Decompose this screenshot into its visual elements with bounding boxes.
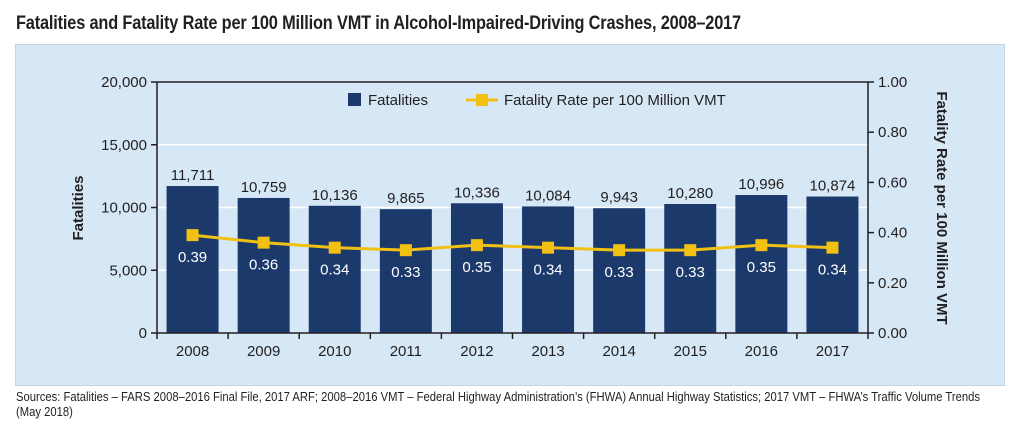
- rate-marker: [755, 239, 768, 252]
- legend-label-rate: Fatality Rate per 100 Million VMT: [504, 92, 726, 109]
- y-tick-label: 0: [139, 325, 147, 342]
- legend-marker-rate: [476, 94, 488, 106]
- bar-value-label: 9,865: [387, 190, 425, 207]
- bar-value-label: 10,136: [312, 187, 358, 204]
- bar-value-label: 10,996: [738, 176, 784, 193]
- rate-value-label: 0.34: [320, 262, 349, 279]
- bar: [450, 203, 503, 333]
- rate-marker: [470, 239, 483, 252]
- bar-value-label: 10,084: [525, 187, 571, 204]
- bar: [806, 196, 859, 333]
- rate-marker: [684, 244, 697, 257]
- rate-value-label: 0.33: [391, 264, 420, 281]
- rate-marker: [542, 241, 555, 254]
- y2-tick-label: 0.00: [878, 325, 907, 342]
- y2-tick-label: 1.00: [878, 74, 907, 91]
- rate-value-label: 0.39: [178, 249, 207, 266]
- rate-marker: [186, 229, 199, 242]
- rate-line-path: [192, 233, 833, 252]
- rate-line: [186, 229, 839, 257]
- x-tick-label: 2011: [390, 343, 422, 360]
- bar: [522, 206, 575, 333]
- legend: Fatalities Fatality Rate per 100 Million …: [348, 92, 726, 109]
- y2-axis-title: Fatality Rate per 100 Million VMT: [933, 91, 950, 324]
- y-tick-label: 10,000: [101, 200, 147, 217]
- rate-value-label: 0.35: [462, 259, 491, 276]
- bars: [166, 186, 859, 333]
- rate-marker: [613, 244, 626, 257]
- rate-value-label: 0.34: [533, 262, 562, 279]
- bar: [166, 186, 219, 333]
- legend-swatch-fatalities: [348, 93, 361, 106]
- chart-title: Fatalities and Fatality Rate per 100 Mil…: [16, 13, 741, 34]
- x-tick-label: 2012: [460, 343, 493, 360]
- x-tick-label: 2008: [176, 343, 209, 360]
- bar-value-label: 10,280: [667, 185, 713, 202]
- rate-marker: [328, 241, 341, 254]
- bar: [379, 209, 432, 333]
- x-tick-label: 2017: [816, 343, 849, 360]
- bar: [593, 208, 646, 333]
- rate-marker: [257, 236, 270, 249]
- x-tick-label: 2015: [674, 343, 707, 360]
- rate-marker: [399, 244, 412, 257]
- x-tick-label: 2016: [745, 343, 778, 360]
- y-tick-label: 20,000: [101, 74, 147, 91]
- data-labels: 11,711 10,759 10,136 9,865 10,336 10,084 9,943…: [171, 167, 856, 281]
- bar-value-label: 10,874: [810, 178, 856, 195]
- legend-label-fatalities: Fatalities: [368, 92, 428, 109]
- y2-tick-label: 0.40: [878, 225, 907, 242]
- rate-value-label: 0.34: [818, 262, 847, 279]
- y2-tick-label: 0.20: [878, 275, 907, 292]
- sources-note: Sources: Fatalities – FARS 2008–2016 Fin…: [16, 390, 980, 419]
- bar: [735, 195, 788, 333]
- rate-value-label: 0.33: [676, 264, 705, 281]
- rate-marker: [826, 241, 839, 254]
- y-axis-title: Fatalities: [70, 175, 87, 240]
- bar: [664, 203, 717, 333]
- y2-tick-label: 0.60: [878, 174, 907, 191]
- rate-value-label: 0.33: [605, 264, 634, 281]
- x-tick-label: 2014: [602, 343, 635, 360]
- bar: [308, 205, 361, 333]
- rate-value-label: 0.36: [249, 257, 278, 274]
- bar: [237, 197, 290, 333]
- y-tick-label: 5,000: [109, 262, 147, 279]
- x-tick-label: 2009: [247, 343, 280, 360]
- bar-value-label: 9,943: [600, 189, 638, 206]
- x-tick-label: 2013: [531, 343, 564, 360]
- y2-tick-label: 0.80: [878, 124, 907, 141]
- y-tick-label: 15,000: [101, 137, 147, 154]
- bar-value-label: 10,336: [454, 184, 500, 201]
- bar-value-label: 11,711: [171, 167, 215, 184]
- rate-value-label: 0.35: [747, 259, 776, 276]
- bar-value-label: 10,759: [241, 179, 287, 196]
- axes: 0 5,000 10,000 15,000 20,000 0.00 0.20 0.40 0.60…: [101, 74, 907, 360]
- x-tick-label: 2010: [318, 343, 351, 360]
